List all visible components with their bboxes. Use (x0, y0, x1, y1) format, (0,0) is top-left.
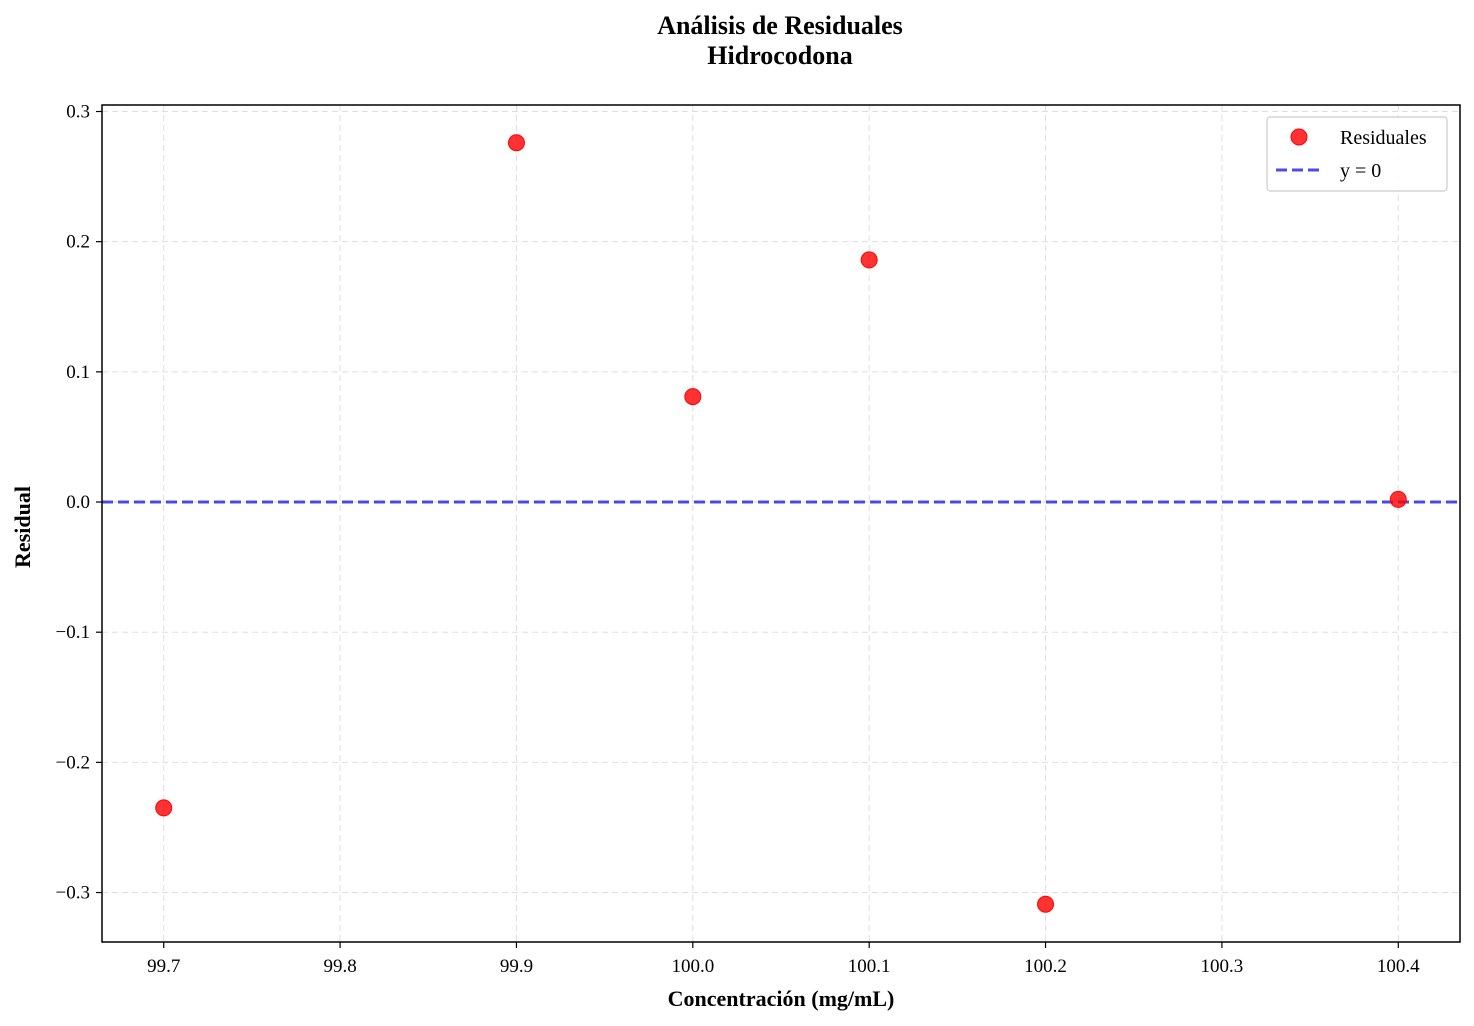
y-tick-label: −0.3 (56, 883, 90, 904)
residual-point (1389, 490, 1407, 508)
residual-point (684, 388, 702, 406)
y-tick-label: 0.2 (66, 232, 90, 253)
y-axis-label: Residual (10, 486, 35, 568)
grid-lines (102, 105, 1460, 942)
x-tick-label: 99.9 (500, 956, 533, 977)
x-axis-label: Concentración (mg/mL) (668, 986, 895, 1011)
residual-point (860, 251, 878, 269)
legend-label-y0: y = 0 (1340, 160, 1381, 182)
legend-marker-residuales (1290, 128, 1308, 146)
residual-point (155, 799, 173, 817)
y-tick-label: 0.0 (66, 492, 90, 513)
x-tick-label: 100.0 (671, 956, 714, 977)
x-tick-label: 99.7 (147, 956, 180, 977)
y-tick-label: 0.3 (66, 102, 90, 123)
legend-box (1266, 116, 1448, 192)
residual-point (507, 134, 525, 152)
axis-ticks: 99.7 99.8 99.9 100.0 100.1 100.2 100.3 100.4 −0.… (56, 102, 1421, 977)
x-tick-label: 100.4 (1377, 956, 1420, 977)
x-tick-label: 100.1 (848, 956, 891, 977)
residual-point (1037, 895, 1055, 913)
legend: Residuales y = 0 (1266, 116, 1448, 192)
y-tick-label: −0.1 (56, 622, 90, 643)
x-tick-label: 100.3 (1201, 956, 1244, 977)
chart-subtitle: Hidrocodona (707, 41, 852, 70)
legend-label-residuales: Residuales (1340, 127, 1427, 149)
y-tick-label: −0.2 (56, 752, 90, 773)
x-tick-label: 99.8 (323, 956, 356, 977)
plot-frame (101, 104, 1461, 943)
y-tick-label: 0.1 (66, 362, 90, 383)
x-tick-label: 100.2 (1024, 956, 1067, 977)
data-points (155, 134, 1407, 913)
chart-title: Análisis de Residuales (657, 11, 903, 40)
